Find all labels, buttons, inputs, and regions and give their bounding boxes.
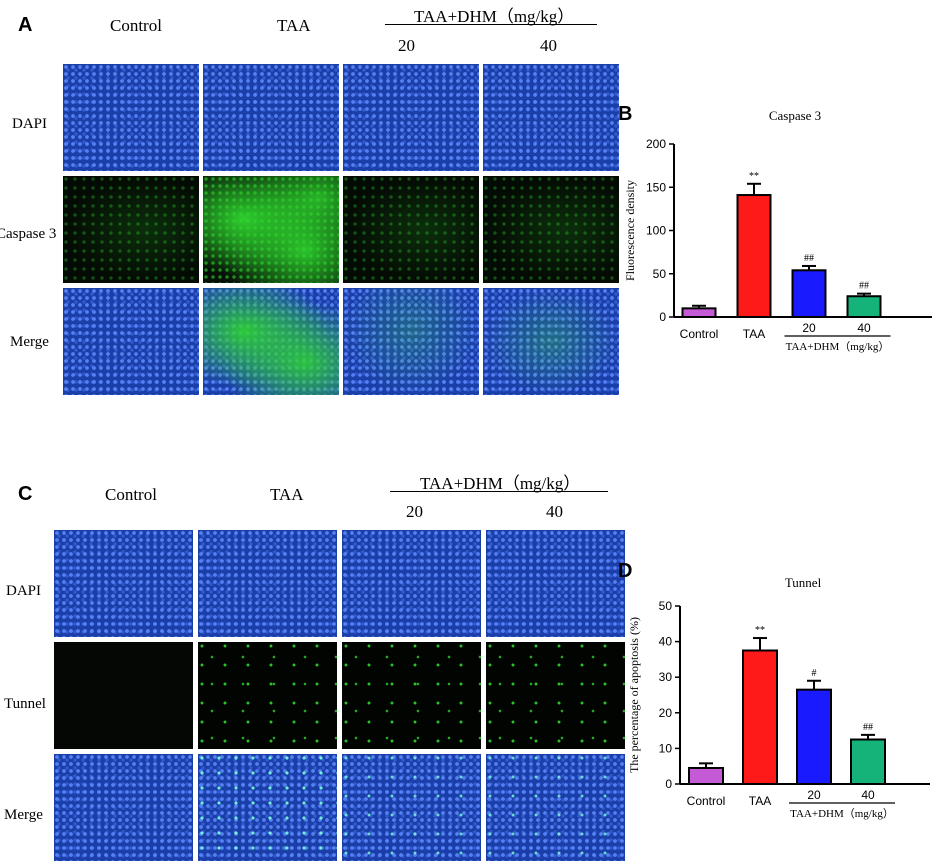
micrograph-0-dhm40 [486, 530, 625, 637]
micrograph-1-taa [203, 176, 339, 283]
y-tick-label: 200 [646, 137, 666, 151]
y-tick-label: 150 [646, 180, 666, 194]
significance-mark: ## [859, 281, 869, 292]
y-tick-label: 0 [659, 310, 666, 324]
row-header-merge: Merge [4, 807, 43, 823]
y-tick-label: 50 [659, 599, 673, 613]
y-tick-label: 0 [665, 777, 672, 791]
x-tick-label: Control [687, 794, 726, 808]
micrograph-2-control [63, 288, 199, 395]
significance-mark: ## [863, 722, 873, 733]
col-header-taa: TAA [277, 16, 311, 35]
micrograph-1-dhm40 [483, 176, 619, 283]
y-tick-label: 30 [659, 670, 673, 684]
col-header-dose-20: 20 [406, 502, 423, 521]
bar-chart-caspase3: Caspase 3 B 0 50 100 150 200 Fluorescence densi… [618, 103, 932, 353]
group-underline [390, 491, 608, 492]
micrograph-1-dhm20 [342, 642, 481, 749]
x-tick-label: Control [680, 327, 719, 341]
x-group-label: TAA+DHM（mg/kg） [790, 807, 894, 820]
micrograph-0-dhm20 [342, 530, 481, 637]
chart-title: Caspase 3 [769, 108, 821, 123]
y-tick-label: 100 [646, 224, 666, 238]
micrograph-1-control [54, 642, 193, 749]
micrograph-0-taa [198, 530, 337, 637]
col-header-dose-20: 20 [398, 36, 415, 55]
x-tick-label: 20 [802, 321, 816, 335]
micrograph-1-dhm20 [343, 176, 479, 283]
row-header-caspase3: Caspase 3 [0, 226, 57, 242]
micrograph-0-dhm20 [343, 64, 479, 171]
micrograph-0-control [54, 530, 193, 637]
micrograph-0-control [63, 64, 199, 171]
micrograph-1-dhm40 [486, 642, 625, 749]
panel-letter-c: C [18, 483, 33, 505]
row-header-merge: Merge [10, 334, 49, 350]
chart-title: Tunnel [785, 575, 822, 590]
panel-letter: B [618, 103, 632, 125]
y-tick-label: 50 [653, 267, 667, 281]
micrograph-2-taa [198, 754, 337, 861]
col-header-taa: TAA [270, 485, 304, 504]
bar [736, 194, 772, 318]
col-header-dose-40: 40 [546, 502, 563, 521]
micrograph-1-control [63, 176, 199, 283]
group-header: TAA+DHM（mg/kg） [420, 474, 581, 493]
micrograph-0-dhm40 [483, 64, 619, 171]
bar [850, 738, 886, 785]
micrograph-2-control [54, 754, 193, 861]
x-tick-label: 40 [861, 788, 875, 802]
bar [796, 688, 832, 785]
y-axis-label: The percentage of apoptosis (%) [627, 617, 641, 773]
group-underline [385, 24, 597, 25]
significance-mark: ## [804, 253, 814, 264]
micrograph-2-dhm20 [343, 288, 479, 395]
bar-chart-tunnel: Tunnel D 0 10 20 30 40 50 The percentage of apop… [618, 560, 930, 820]
x-tick-label: TAA [749, 794, 771, 808]
y-axis-label: Fluorescence density [623, 180, 637, 281]
significance-mark: ** [755, 625, 765, 636]
y-tick-label: 10 [659, 741, 673, 755]
bar [688, 766, 724, 785]
x-tick-label: 20 [807, 788, 821, 802]
micrograph-1-taa [198, 642, 337, 749]
col-header-control: Control [110, 16, 162, 35]
micrograph-2-dhm40 [483, 288, 619, 395]
micrograph-2-dhm40 [486, 754, 625, 861]
row-header-dapi: DAPI [12, 116, 48, 132]
col-header-control: Control [105, 485, 157, 504]
bar [791, 269, 827, 318]
y-tick-label: 20 [659, 706, 673, 720]
micrograph-0-taa [203, 64, 339, 171]
y-tick-label: 40 [659, 635, 673, 649]
bar [681, 307, 717, 319]
col-header-dose-40: 40 [540, 36, 557, 55]
panel-letter: D [618, 560, 632, 582]
x-tick-label: 40 [857, 321, 871, 335]
significance-mark: ** [749, 171, 759, 182]
bar [742, 649, 778, 785]
micrograph-2-dhm20 [342, 754, 481, 861]
micrograph-2-taa [203, 288, 339, 395]
bar [846, 295, 882, 319]
row-header-dapi: DAPI [6, 583, 42, 599]
group-header: TAA+DHM（mg/kg） [414, 7, 575, 26]
panel-letter-a: A [18, 14, 33, 36]
significance-mark: # [812, 668, 817, 679]
x-tick-label: TAA [743, 327, 765, 341]
x-group-label: TAA+DHM（mg/kg） [786, 340, 890, 353]
row-header-tunnel: Tunnel [4, 696, 46, 712]
